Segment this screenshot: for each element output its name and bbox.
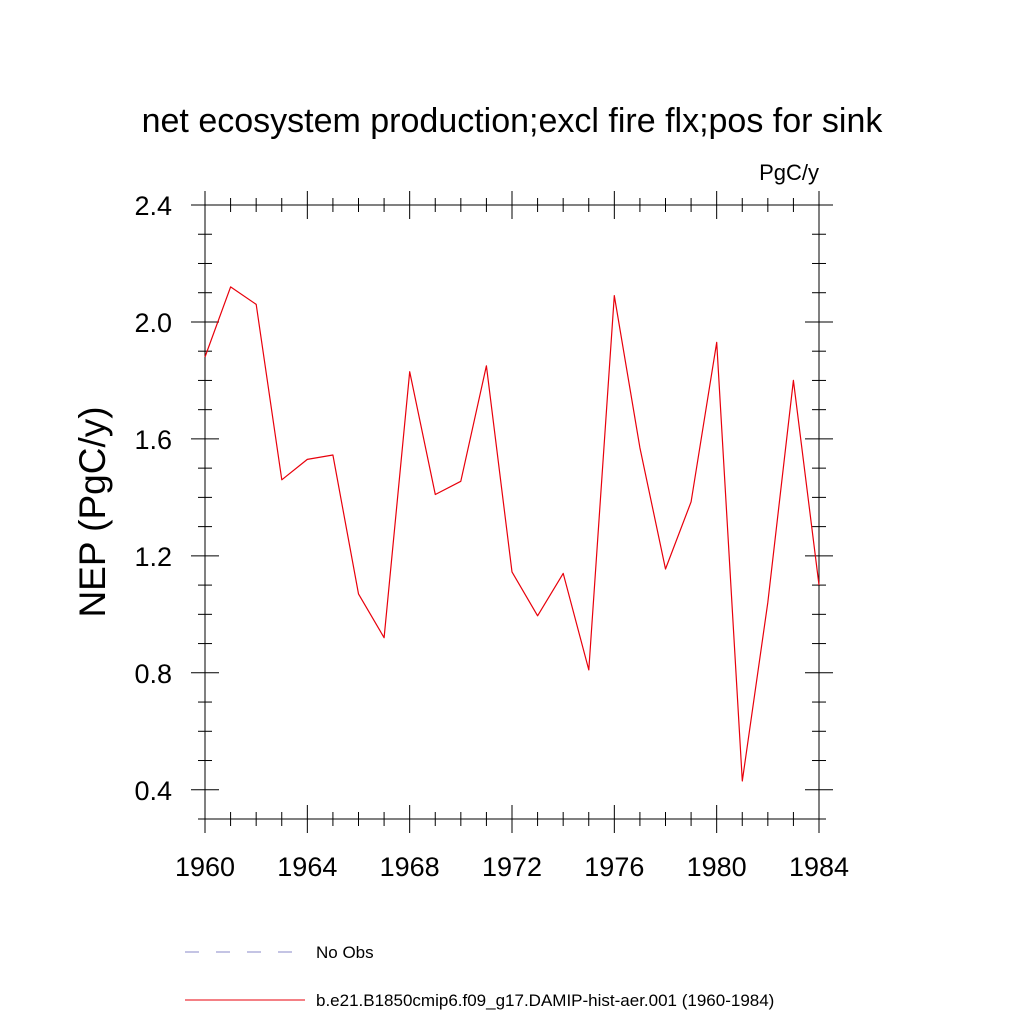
x-tick-label: 1964 [277, 852, 337, 882]
x-tick-label: 1972 [482, 852, 542, 882]
x-tick-label: 1960 [175, 852, 235, 882]
legend-label: b.e21.B1850cmip6.f09_g17.DAMIP-hist-aer.… [316, 991, 774, 1010]
axis-ticks [191, 191, 833, 833]
y-tick-label: 2.4 [134, 191, 172, 221]
legend: No Obs b.e21.B1850cmip6.f09_g17.DAMIP-his… [185, 943, 774, 1010]
chart-title: net ecosystem production;excl fire flx;p… [142, 102, 884, 140]
y-tick-label: 1.6 [134, 425, 172, 455]
x-tick-label: 1984 [789, 852, 849, 882]
tick-labels: 1960 1964 1968 1972 1976 1980 1984 0.4 0.8 1.2 1.6… [134, 191, 849, 882]
y-axis-label: NEP (PgC/y) [72, 406, 113, 617]
units-label: PgC/y [759, 160, 819, 185]
x-tick-label: 1980 [687, 852, 747, 882]
legend-label: No Obs [316, 943, 374, 962]
x-tick-label: 1976 [584, 852, 644, 882]
series-line [204, 286, 820, 782]
series-layer [204, 286, 820, 782]
x-tick-label: 1968 [380, 852, 440, 882]
y-tick-label: 0.4 [134, 776, 172, 806]
y-tick-label: 1.2 [134, 542, 172, 572]
y-tick-label: 2.0 [134, 308, 172, 338]
y-tick-label: 0.8 [134, 659, 172, 689]
